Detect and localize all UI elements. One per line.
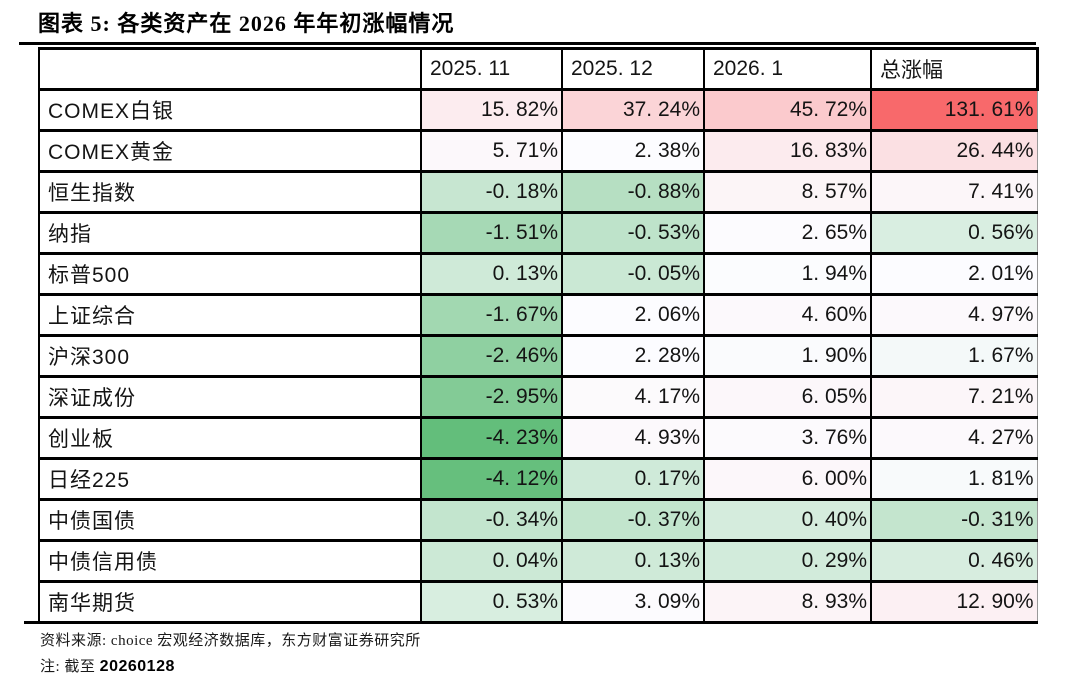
value-cell: 0. 29% [703,539,872,583]
source-line: 资料来源: choice 宏观经济数据库，东方财富证券研究所 [40,633,421,649]
value-cell: 1. 94% [703,252,872,296]
value-cell: 8. 57% [703,170,872,214]
table-body: COMEX白银 15. 82% 37. 24% 45. 72% 131. 61% COME… [38,88,1038,624]
value-cell: 4. 17% [561,375,705,419]
value-cell: 12. 90% [870,580,1038,624]
asset-returns-heatmap-table: 2025. 11 2025. 12 2026. 1 总涨幅 COMEX白银 15. 82… [38,47,1039,624]
value-cell: -0. 53% [561,211,705,255]
value-cell: -0. 05% [561,252,705,296]
value-cell: -0. 88% [561,170,705,214]
table-row: 创业板 -4. 23% 4. 93% 3. 76% 4. 27% [38,416,1038,460]
note-date-value: 20260128 [99,658,175,675]
value-cell: 2. 01% [870,252,1038,296]
row-label: 中债国债 [38,498,422,542]
value-cell: 2. 65% [703,211,872,255]
value-cell: 0. 53% [420,580,563,624]
value-cell: 4. 97% [870,293,1038,337]
value-cell: 3. 09% [561,580,705,624]
value-cell: 5. 71% [420,129,563,173]
value-cell: 4. 27% [870,416,1038,460]
value-cell: 0. 13% [561,539,705,583]
value-cell: 1. 81% [870,457,1038,501]
value-cell: 0. 46% [870,539,1038,583]
row-label: COMEX白银 [38,88,422,132]
value-cell: 0. 13% [420,252,563,296]
value-cell: 4. 60% [703,293,872,337]
row-label: 上证综合 [38,293,422,337]
row-label: 标普500 [38,252,422,296]
value-cell: 26. 44% [870,129,1038,173]
note-label: 注: 截至 [40,659,100,675]
value-cell: 1. 67% [870,334,1038,378]
value-cell: 6. 05% [703,375,872,419]
row-label: 沪深300 [38,334,422,378]
value-cell: 3. 76% [703,416,872,460]
value-cell: -0. 18% [420,170,563,214]
table-row: 上证综合 -1. 67% 2. 06% 4. 60% 4. 97% [38,293,1038,337]
table-header: 2025. 11 2025. 12 2026. 1 总涨幅 [38,47,1039,91]
value-cell: -4. 23% [420,416,563,460]
table-row: 深证成份 -2. 95% 4. 17% 6. 05% 7. 21% [38,375,1038,419]
value-cell: 4. 93% [561,416,705,460]
value-cell: 2. 06% [561,293,705,337]
table-row: 沪深300 -2. 46% 2. 28% 1. 90% 1. 67% [38,334,1038,378]
value-cell: 1. 90% [703,334,872,378]
value-cell: 45. 72% [703,88,872,132]
value-cell: -4. 12% [420,457,563,501]
value-cell: 0. 56% [870,211,1038,255]
row-label: 创业板 [38,416,422,460]
value-cell: 7. 21% [870,375,1038,419]
table-row: COMEX黄金 5. 71% 2. 38% 16. 83% 26. 44% [38,129,1038,173]
table-row: 日经225 -4. 12% 0. 17% 6. 00% 1. 81% [38,457,1038,501]
value-cell: 8. 93% [703,580,872,624]
table-row: 恒生指数 -0. 18% -0. 88% 8. 57% 7. 41% [38,170,1038,214]
top-rule-divider [19,42,1036,45]
column-header: 2025. 12 [561,47,705,91]
value-cell: 37. 24% [561,88,705,132]
row-label: 中债信用债 [38,539,422,583]
value-cell: -2. 46% [420,334,563,378]
table-row: 纳指 -1. 51% -0. 53% 2. 65% 0. 56% [38,211,1038,255]
value-cell: -2. 95% [420,375,563,419]
value-cell: -0. 37% [561,498,705,542]
value-cell: 131. 61% [870,88,1038,132]
value-cell: 0. 17% [561,457,705,501]
table-row: 南华期货 0. 53% 3. 09% 8. 93% 12. 90% [38,580,1038,624]
value-cell: 2. 28% [561,334,705,378]
row-label: COMEX黄金 [38,129,422,173]
header-row: 2025. 11 2025. 12 2026. 1 总涨幅 [38,47,1039,91]
row-label: 恒生指数 [38,170,422,214]
value-cell: -0. 31% [870,498,1038,542]
column-header: 2025. 11 [420,47,563,91]
value-cell: 6. 00% [703,457,872,501]
corner-header-cell [38,47,422,91]
value-cell: 15. 82% [420,88,563,132]
value-cell: -1. 67% [420,293,563,337]
figure-title: 图表 5: 各类资产在 2026 年年初涨幅情况 [38,11,455,36]
table-row: 中债国债 -0. 34% -0. 37% 0. 40% -0. 31% [38,498,1038,542]
column-header: 2026. 1 [703,47,872,91]
row-label: 深证成份 [38,375,422,419]
column-header: 总涨幅 [870,47,1039,91]
value-cell: -0. 34% [420,498,563,542]
value-cell: 7. 41% [870,170,1038,214]
table-row: 中债信用债 0. 04% 0. 13% 0. 29% 0. 46% [38,539,1038,583]
table-row: COMEX白银 15. 82% 37. 24% 45. 72% 131. 61% [38,88,1038,132]
note-line: 注: 截至 20260128 [40,655,175,676]
value-cell: 2. 38% [561,129,705,173]
row-label: 纳指 [38,211,422,255]
value-cell: 0. 40% [703,498,872,542]
value-cell: 0. 04% [420,539,563,583]
value-cell: -1. 51% [420,211,563,255]
bottom-rule-divider [24,621,1036,624]
row-label: 日经225 [38,457,422,501]
table-row: 标普500 0. 13% -0. 05% 1. 94% 2. 01% [38,252,1038,296]
value-cell: 16. 83% [703,129,872,173]
row-label: 南华期货 [38,580,422,624]
